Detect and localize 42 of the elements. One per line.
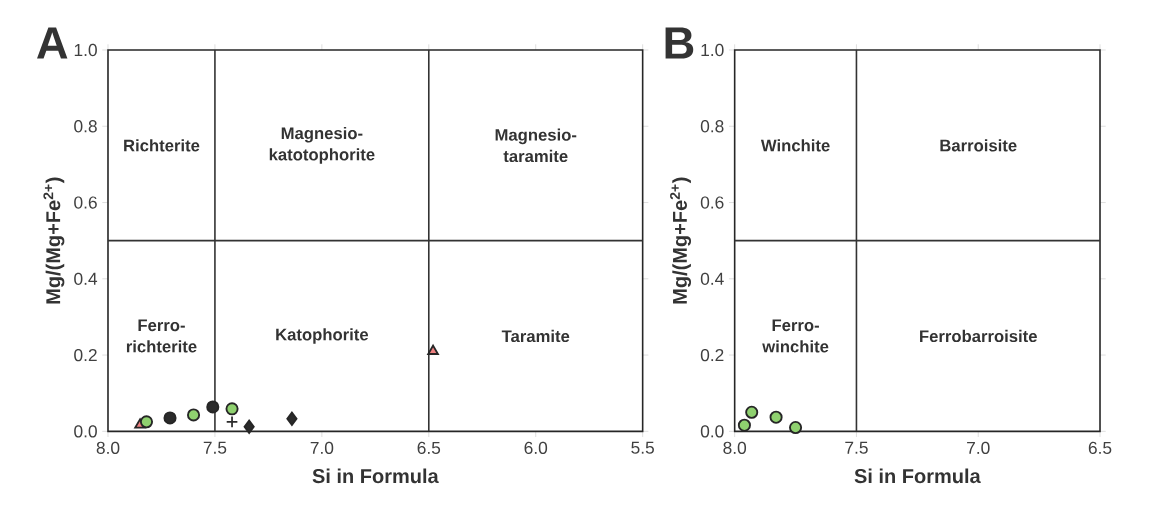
- chart-title: A: [37, 27, 68, 59]
- x-tick-label: 7.0: [967, 441, 990, 454]
- x-axis-title: Si in Formula: [312, 468, 439, 484]
- point: [789, 420, 803, 435]
- annotation: Richterite: [124, 139, 200, 152]
- annotation: Ferro-winchite: [762, 319, 829, 353]
- y-axis-title: Mg/(Mg+Fe$^{2+}$): [670, 177, 692, 304]
- y-axis-title: Mg/(Mg+Fe$^{2+}$): [43, 177, 65, 304]
- x-tick-label: 6.0: [524, 441, 548, 454]
- point: [745, 405, 759, 419]
- point: [737, 418, 751, 432]
- y-tick-label: 0.4: [74, 272, 98, 285]
- y-tick-label: 0.6: [74, 196, 97, 209]
- annotation: Katophorite: [276, 328, 369, 344]
- x-axis-title: Si in Formula: [854, 468, 981, 484]
- x-tick-label: 5.5: [631, 441, 654, 454]
- x-tick-label: 6.5: [1088, 441, 1112, 454]
- y-tick-label: 0.4: [700, 272, 724, 285]
- y-tick-label: 0.6: [700, 196, 724, 209]
- y-tick-label: 0.2: [74, 348, 97, 362]
- chart-title: B: [665, 27, 694, 59]
- annotation: Magnesio-katotophorite: [269, 126, 375, 164]
- y-tick-label: 0.0: [74, 425, 97, 438]
- x-tick-label: 7.5: [203, 441, 227, 454]
- annotation: Magnesio-taramite: [495, 128, 577, 163]
- x-tick-label: 8.0: [96, 441, 120, 454]
- annotation: Ferro-richterite: [126, 319, 197, 353]
- y-tick-label: 0.8: [74, 120, 97, 133]
- x-tick-label: 7.0: [310, 441, 334, 454]
- x-tick-label: 8.0: [723, 441, 747, 454]
- x-tick-label: 7.5: [845, 441, 868, 454]
- y-tick-label: 1.0: [74, 43, 97, 57]
- annotation: Taramite: [501, 329, 570, 343]
- y-tick-label: 0.2: [700, 348, 724, 362]
- x-tick-label: 6.5: [417, 441, 441, 454]
- point: [769, 410, 783, 424]
- y-tick-label: 0.8: [700, 120, 724, 133]
- annotation: Ferrobarroisite: [920, 329, 1037, 343]
- annotation: Barroisite: [940, 139, 1017, 152]
- annotation: Winchite: [760, 139, 830, 152]
- y-tick-label: 0.0: [700, 425, 724, 438]
- y-tick-label: 1.0: [701, 43, 724, 57]
